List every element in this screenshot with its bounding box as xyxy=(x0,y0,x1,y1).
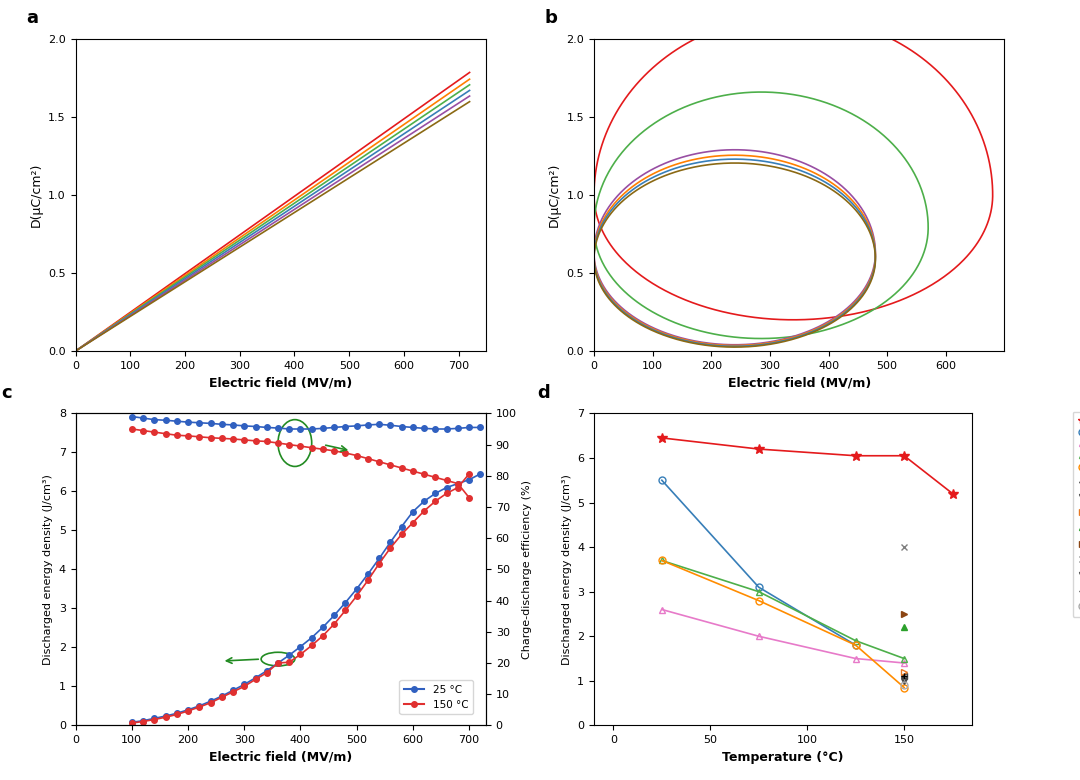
X-axis label: Electric field (MV/m): Electric field (MV/m) xyxy=(728,376,870,389)
Y-axis label: Discharged energy density (J/cm³): Discharged energy density (J/cm³) xyxy=(43,474,53,665)
Legend: POFNB, BOPP, PEEK, PEI, PI, FPE$^{[2]}$, PC$^{[2]}$, c-BCB$^{[2]}$, SO$_2$PPO$_{: POFNB, BOPP, PEEK, PEI, PI, FPE$^{[2]}$,… xyxy=(1072,412,1080,617)
X-axis label: Electric field (MV/m): Electric field (MV/m) xyxy=(210,750,352,764)
X-axis label: Electric field (MV/m): Electric field (MV/m) xyxy=(210,376,352,389)
Text: c: c xyxy=(2,384,12,402)
Y-axis label: D(μC/cm²): D(μC/cm²) xyxy=(548,163,561,227)
Y-axis label: Discharged energy density (J/cm³): Discharged energy density (J/cm³) xyxy=(562,474,571,665)
Y-axis label: Charge-discharge efficiency (%): Charge-discharge efficiency (%) xyxy=(523,480,532,659)
Text: b: b xyxy=(544,9,557,27)
Text: a: a xyxy=(26,9,39,27)
X-axis label: Temperature (°C): Temperature (°C) xyxy=(723,750,843,764)
Y-axis label: D(μC/cm²): D(μC/cm²) xyxy=(29,163,42,227)
Legend: 25 °C, 150 °C: 25 °C, 150 °C xyxy=(400,680,473,714)
Text: d: d xyxy=(538,384,550,402)
